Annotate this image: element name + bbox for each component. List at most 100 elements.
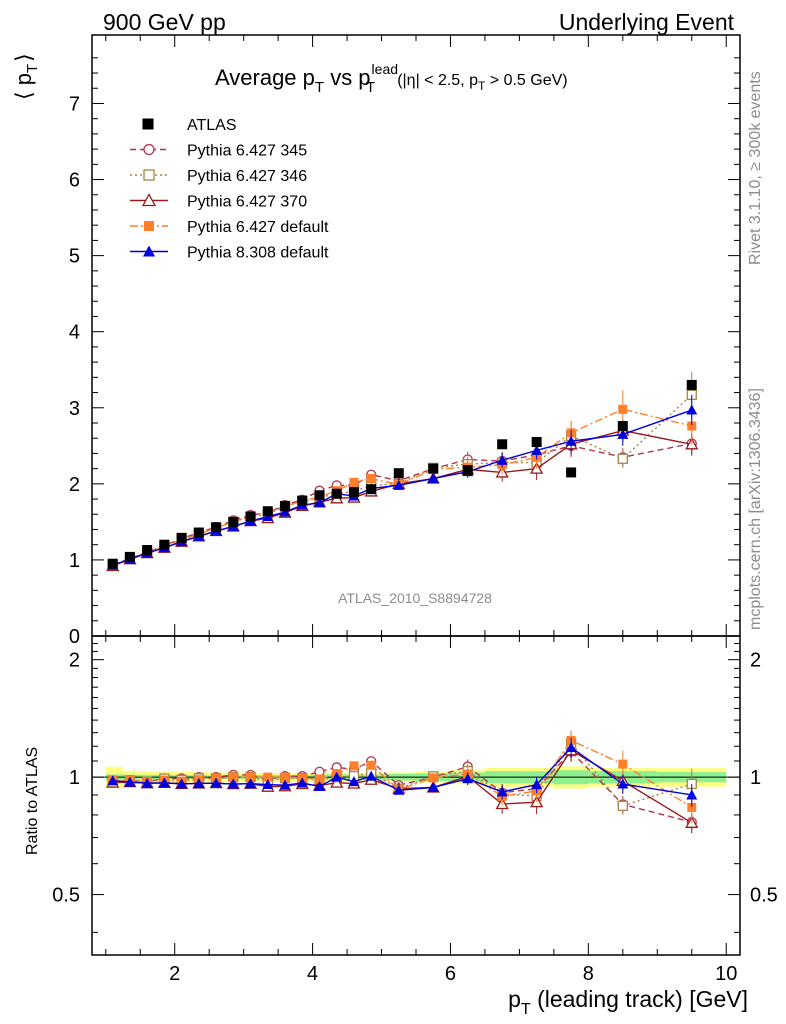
ratio-point-pythia-8-308-default (262, 779, 274, 790)
ratio-y-axis-label: Ratio to ATLAS (24, 747, 41, 855)
main-panel: 0 1 2 3 4 5 6 7 (69, 34, 741, 648)
x-axis-label: pT (leading track) [GeV] (508, 986, 748, 1018)
ratio-point-pythia-8-308-default (296, 777, 308, 788)
data-point-atlas (124, 551, 135, 562)
series-line-pythia-6-427-345 (112, 442, 692, 566)
ratio-point-pythia-8-308-default (393, 784, 405, 795)
point-pythia-8-308-default (427, 473, 439, 484)
data-point-atlas (462, 465, 473, 476)
y-tick-label: 7 (69, 93, 80, 115)
ratio-point-pythia-8-308-default (427, 781, 439, 792)
point-pythia-8-308-default (617, 428, 629, 439)
point-pythia-8-308-default (279, 506, 291, 517)
point-pythia-8-308-default (393, 479, 405, 490)
ratio-point-pythia-6-427-default (314, 774, 324, 784)
legend-label-pythia-6-427-370: Pythia 6.427 370 (187, 194, 307, 211)
point-pythia-6-427-default (618, 404, 628, 414)
ratio-point-pythia-8-308-default (365, 770, 377, 781)
ratio-y-tick-label-right: 1 (750, 767, 761, 789)
ratio-point-pythia-6-427-default (366, 760, 376, 770)
ratio-panel: 2 4 6 8 10 0.5 0.5 1 1 2 2 (52, 635, 778, 985)
data-point-atlas (497, 439, 508, 450)
ratio-point-pythia-8-308-default (245, 778, 257, 789)
legend-label-pythia-6-427-default: Pythia 6.427 default (187, 219, 329, 236)
data-point-atlas (193, 527, 204, 538)
data-point-atlas (393, 468, 404, 479)
data-point-atlas (428, 463, 439, 474)
ratio-y-tick-label: 0.5 (52, 885, 80, 907)
ratio-point-pythia-8-308-default (331, 771, 343, 782)
data-point-atlas (566, 467, 577, 478)
ratio-point-pythia-8-308-default (565, 742, 577, 753)
point-pythia-8-308-default (565, 435, 577, 446)
legend-marker-pythia-6-427-345 (143, 143, 155, 156)
y-tick-label: 5 (69, 246, 80, 268)
ratio-point-pythia-6-427-default (280, 772, 290, 782)
data-point-atlas (686, 379, 697, 390)
data-point-atlas (159, 539, 170, 550)
ratio-point-pythia-8-308-default (193, 777, 205, 788)
mcplots-reference-label: mcplots.cern.ch [arXiv:1306.3436] (747, 388, 764, 630)
point-pythia-6-427-346 (617, 453, 628, 464)
point-pythia-8-308-default (313, 497, 325, 508)
y-tick-label: 1 (69, 550, 80, 572)
legend-label-pythia-6-427-346: Pythia 6.427 346 (187, 168, 307, 185)
ratio-point-pythia-8-308-default (158, 777, 170, 788)
y-axis-label: ⟨ pT⟩ (11, 53, 41, 100)
ratio-point-pythia-6-427-default (349, 761, 359, 771)
ratio-point-pythia-6-427-default (246, 772, 256, 782)
ratio-point-pythia-8-308-default (462, 773, 474, 784)
legend-label-pythia-6-427-345: Pythia 6.427 345 (187, 143, 307, 160)
ratio-point-pythia-8-308-default (124, 776, 136, 787)
ratio-y-tick-label-right: 0.5 (750, 885, 778, 907)
legend-label-atlas: ATLAS (187, 117, 237, 134)
ratio-y-tick-label-right: 2 (750, 650, 761, 672)
y-tick-label: 2 (69, 474, 80, 496)
point-pythia-6-427-default (366, 474, 376, 484)
main-series (106, 372, 699, 572)
data-point-atlas (348, 487, 359, 498)
ratio-point-pythia-8-308-default (107, 775, 119, 786)
x-tick-label: 2 (169, 963, 180, 985)
ratio-point-pythia-8-308-default (531, 779, 543, 790)
y-tick-label: 0 (69, 626, 80, 648)
data-point-atlas (245, 511, 256, 522)
header-right: Underlying Event (559, 9, 735, 35)
ratio-y-tick-label: 2 (69, 650, 80, 672)
ratio-point-pythia-8-308-default (227, 778, 239, 789)
y-tick-label: 4 (69, 322, 80, 344)
ratio-series (106, 730, 699, 834)
ratio-frame (91, 635, 741, 956)
legend-marker-atlas (142, 118, 154, 130)
header-left: 900 GeV pp (103, 9, 226, 35)
ratio-point-pythia-8-308-default (313, 781, 325, 792)
ratio-point-pythia-8-308-default (210, 777, 222, 788)
data-point-atlas (531, 437, 542, 448)
data-point-atlas (107, 558, 118, 569)
point-pythia-8-308-default (496, 454, 508, 465)
data-point-atlas (262, 506, 273, 517)
ratio-point-pythia-6-427-default (687, 802, 697, 812)
y-tick-label: 6 (69, 170, 80, 192)
ratio-point-pythia-8-308-default (176, 778, 188, 789)
legend-label-pythia-8-308-default: Pythia 8.308 default (187, 245, 329, 262)
point-pythia-6-427-default (349, 477, 359, 487)
data-point-atlas (331, 488, 342, 499)
rivet-version-label: Rivet 3.1.10, ≥ 300k events (747, 71, 764, 265)
x-tick-label: 8 (583, 963, 594, 985)
legend-marker-pythia-6-427-default (144, 221, 154, 231)
ratio-point-pythia-8-308-default (279, 779, 291, 790)
ratio-point-pythia-6-427-default (428, 773, 438, 783)
data-point-atlas (280, 500, 291, 511)
ratio-point-pythia-8-308-default (496, 786, 508, 797)
data-point-atlas (617, 421, 628, 432)
x-tick-label: 10 (715, 963, 737, 985)
ratio-point-pythia-6-427-346 (617, 800, 628, 811)
ratio-point-pythia-8-308-default (617, 778, 629, 789)
data-point-atlas (176, 532, 187, 543)
legend-marker-pythia-6-427-370 (141, 193, 157, 207)
legend-marker-pythia-8-308-default (143, 245, 155, 257)
legend: ATLAS Pythia 6.427 345 Pythia 6.427 346 Pyt… (130, 117, 329, 262)
ratio-y-tick-label: 1 (69, 767, 80, 789)
